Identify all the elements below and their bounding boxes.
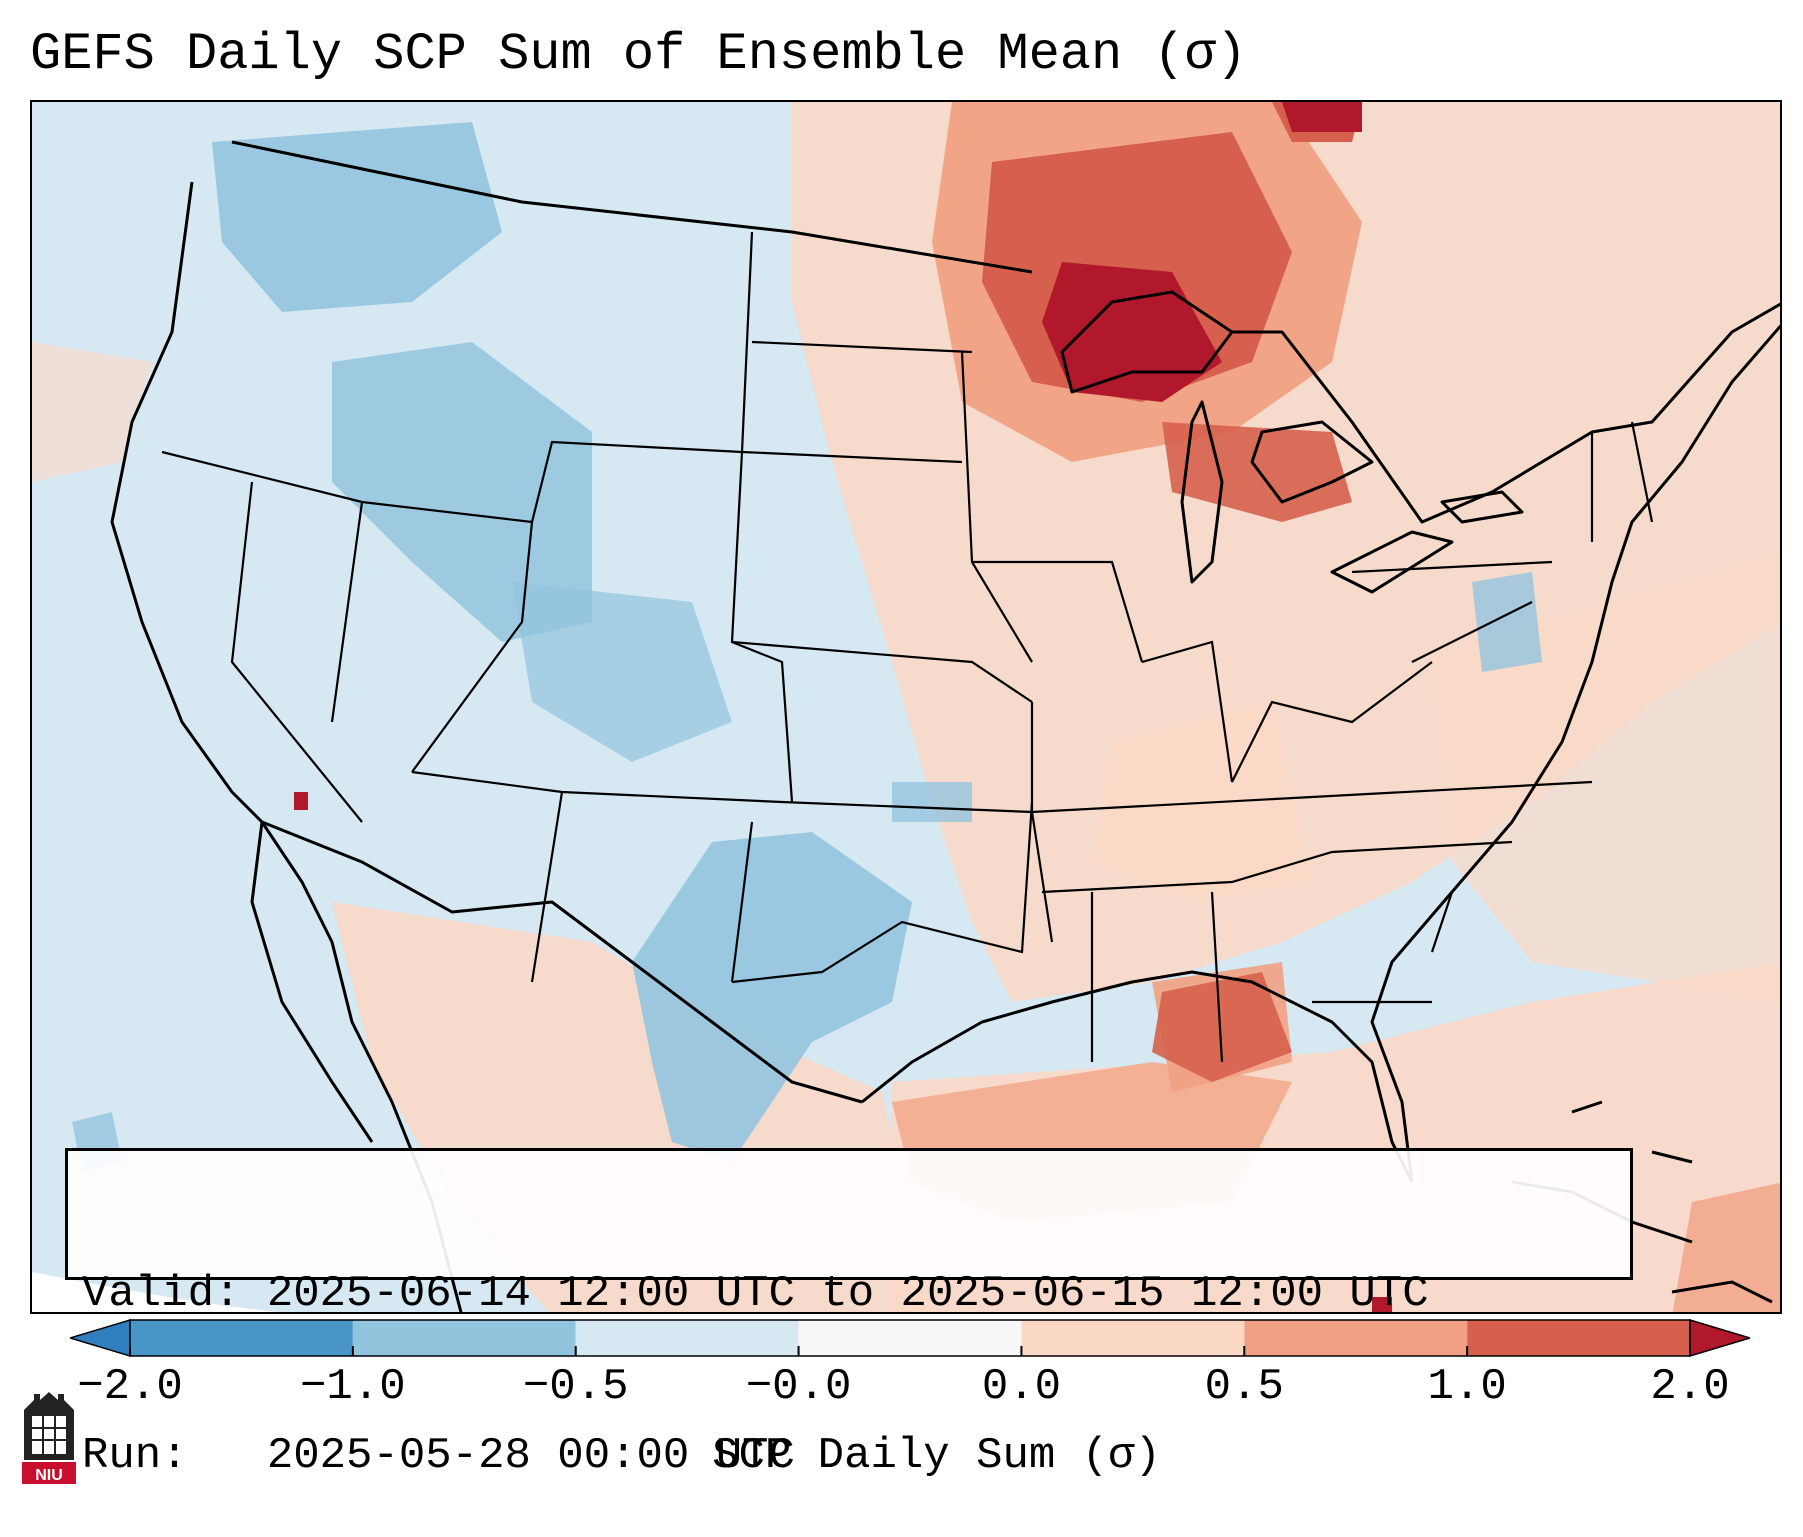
logo-text: NIU [35,1467,63,1484]
coast-gulf [861,970,1414,1183]
lake-superior [1060,290,1234,394]
colorbar-extend-low [70,1318,131,1358]
border-canada-west [231,140,1033,274]
colorbar-segment [1021,1320,1245,1356]
state-lines-layer [161,231,1654,1063]
niu-logo: NIU [22,1392,76,1484]
boundaries-layer [110,140,1780,1312]
run-value: 2025-05-28 00:00 UTC [266,1431,795,1481]
colorbar-segment [130,1320,353,1356]
outside-domain [32,1272,279,1312]
run-row: Run: 2025-05-28 00:00 UTC [82,1429,1616,1483]
colorbar-segment [1244,1320,1468,1356]
field-layer [32,102,1780,1312]
map-panel [30,100,1782,1314]
colorbar [70,1318,1750,1358]
border-canada-east [1232,302,1780,524]
validity-info-box: Valid: 2025-06-14 12:00 UTC to 2025-06-1… [65,1148,1633,1481]
chart-title: GEFS Daily SCP Sum of Ensemble Mean (σ) [30,25,1247,84]
colorbar-tick-label: 0.5 [1204,1362,1284,1412]
lake-huron [1250,420,1374,504]
colorbar-tick-label: −0.0 [745,1362,852,1412]
colorbar-tick-label: −2.0 [77,1362,183,1412]
map-canvas [32,102,1780,1312]
colorbar-tick-label: 2.0 [1650,1362,1730,1412]
colorbar-segment [1467,1320,1690,1356]
colorbar-outline [129,1319,1691,1357]
colorbar-tick-label: 1.0 [1427,1362,1507,1412]
border-mexico [261,820,863,1104]
colorbar-tick-label: 0.0 [981,1362,1062,1412]
valid-row: Valid: 2025-06-14 12:00 UTC to 2025-06-1… [82,1267,1616,1321]
colorbar-tick-label: −1.0 [300,1362,406,1412]
lake-erie [1330,530,1454,594]
colorbar-segment [575,1320,799,1356]
lake-michigan [1180,400,1224,584]
coast-baja [250,821,374,1143]
colorbar-label: SCP Daily Sum (σ) [712,1431,1161,1481]
run-label: Run: [82,1431,188,1481]
valid-label: Valid: [82,1269,241,1319]
colorbar-extend-high [1689,1318,1750,1358]
colorbar-segment [352,1320,576,1356]
colorbar-tick-label: −0.5 [522,1362,629,1412]
coast-atlantic [1370,324,1780,1183]
valid-value: 2025-06-14 12:00 UTC to 2025-06-15 12:00… [266,1269,1429,1319]
colorbar-segment [798,1320,1022,1356]
coast-pacific [110,181,463,1312]
